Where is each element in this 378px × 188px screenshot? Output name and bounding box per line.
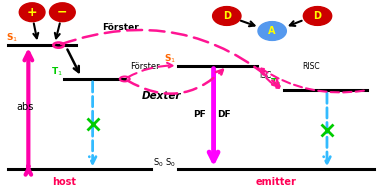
Text: +: + xyxy=(27,6,37,19)
Text: A: A xyxy=(268,26,276,36)
Ellipse shape xyxy=(303,7,332,25)
Text: S$_0$: S$_0$ xyxy=(153,156,164,169)
Text: DF: DF xyxy=(217,110,231,119)
Text: ISC: ISC xyxy=(259,71,271,80)
Ellipse shape xyxy=(258,22,287,40)
Text: abs: abs xyxy=(16,102,33,112)
FancyArrowPatch shape xyxy=(127,70,223,94)
Text: T$_1$: T$_1$ xyxy=(270,77,282,89)
Text: D: D xyxy=(313,11,322,21)
Text: T$_1$: T$_1$ xyxy=(51,66,62,78)
Ellipse shape xyxy=(19,3,45,22)
Text: S$_0$: S$_0$ xyxy=(165,156,176,169)
Text: D: D xyxy=(223,11,231,21)
Ellipse shape xyxy=(212,7,241,25)
FancyArrowPatch shape xyxy=(259,68,279,88)
Text: Förster: Förster xyxy=(102,23,139,32)
Text: host: host xyxy=(52,177,76,187)
Text: S$_1$: S$_1$ xyxy=(6,32,18,44)
Text: −: − xyxy=(57,6,68,19)
FancyArrowPatch shape xyxy=(61,30,279,86)
Text: PF: PF xyxy=(193,110,206,119)
FancyArrowPatch shape xyxy=(261,69,364,92)
Text: Förster: Förster xyxy=(130,62,160,71)
Text: Dexter: Dexter xyxy=(142,91,181,101)
Text: RISC: RISC xyxy=(302,62,320,71)
Text: emitter: emitter xyxy=(256,177,296,187)
FancyArrowPatch shape xyxy=(127,63,173,78)
Text: S$_1$: S$_1$ xyxy=(164,52,176,65)
Ellipse shape xyxy=(50,3,75,22)
